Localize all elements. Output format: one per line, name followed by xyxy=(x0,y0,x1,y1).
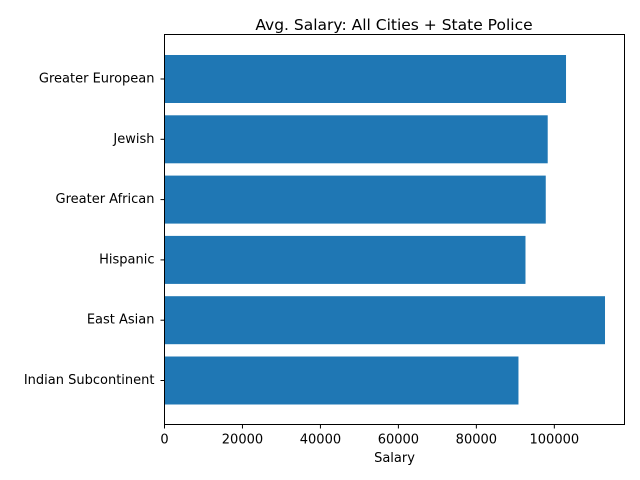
bar-east-asian xyxy=(164,296,606,345)
bars-layer xyxy=(164,55,606,405)
y-tick-label: Indian Subcontinent xyxy=(24,373,155,388)
x-tick-label: 60000 xyxy=(378,433,419,448)
x-tick-label: 100000 xyxy=(530,433,580,448)
chart-title: Avg. Salary: All Cities + State Police xyxy=(255,16,532,34)
x-tick-label: 0 xyxy=(160,433,168,448)
bar-greater-african xyxy=(164,175,546,224)
y-axis-ticks: Greater European Jewish Greater African His… xyxy=(24,72,165,388)
y-tick-label: Greater African xyxy=(56,192,155,207)
bar-jewish xyxy=(164,115,548,164)
plot-frame xyxy=(164,34,625,425)
y-tick-label: Hispanic xyxy=(99,252,154,267)
y-tick-label: Greater European xyxy=(39,72,155,87)
bar-hispanic xyxy=(164,235,526,284)
y-tick-label: East Asian xyxy=(87,313,155,328)
x-axis-ticks: 0 20000 40000 60000 80000 100000 xyxy=(160,424,580,448)
x-axis-label: Salary xyxy=(374,451,415,466)
x-tick-label: 20000 xyxy=(222,433,263,448)
x-tick-label: 80000 xyxy=(456,433,497,448)
bar-indian-subcontinent xyxy=(164,356,519,405)
x-tick-label: 40000 xyxy=(300,433,341,448)
y-tick-label: Jewish xyxy=(112,132,154,147)
bar-greater-european xyxy=(164,55,567,103)
